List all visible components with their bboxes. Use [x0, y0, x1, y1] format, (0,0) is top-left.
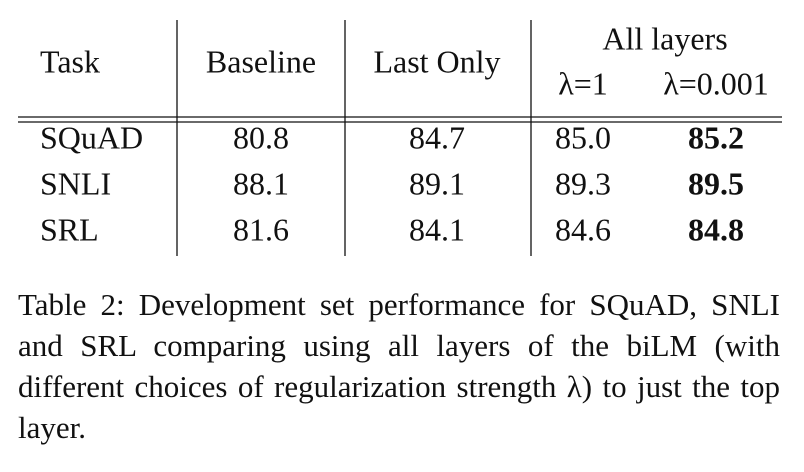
table-body: SQuAD 80.8 84.7 85.0 85.2 SNLI 88.1 89.1 89.3 89.…	[40, 119, 744, 247]
cell: 80.8	[233, 119, 289, 155]
cell: 84.7	[409, 119, 465, 155]
row-label: SNLI	[40, 165, 111, 201]
table: Task Baseline Last Only All layers λ=1 λ…	[18, 20, 782, 256]
header-cell: All layers	[602, 20, 727, 56]
cell: 84.1	[409, 211, 465, 247]
cell: 88.1	[233, 165, 289, 201]
cell: 89.1	[409, 165, 465, 201]
caption: Table 2: Development set performance for…	[18, 287, 780, 445]
row-label: SRL	[40, 211, 99, 247]
header-cell: Baseline	[206, 43, 316, 79]
cell: 89.5	[688, 165, 744, 201]
cell: 85.0	[555, 119, 611, 155]
subheader-cell: λ=0.001	[663, 65, 769, 101]
header-cell: Last Only	[373, 43, 500, 79]
cell: 81.6	[233, 211, 289, 247]
header-cell: Task	[40, 43, 100, 79]
cell: 84.8	[688, 211, 744, 247]
cell: 84.6	[555, 211, 611, 247]
subheader-cell: λ=1	[558, 65, 608, 101]
cell: 89.3	[555, 165, 611, 201]
cell: 85.2	[688, 119, 744, 155]
row-label: SQuAD	[40, 119, 143, 155]
